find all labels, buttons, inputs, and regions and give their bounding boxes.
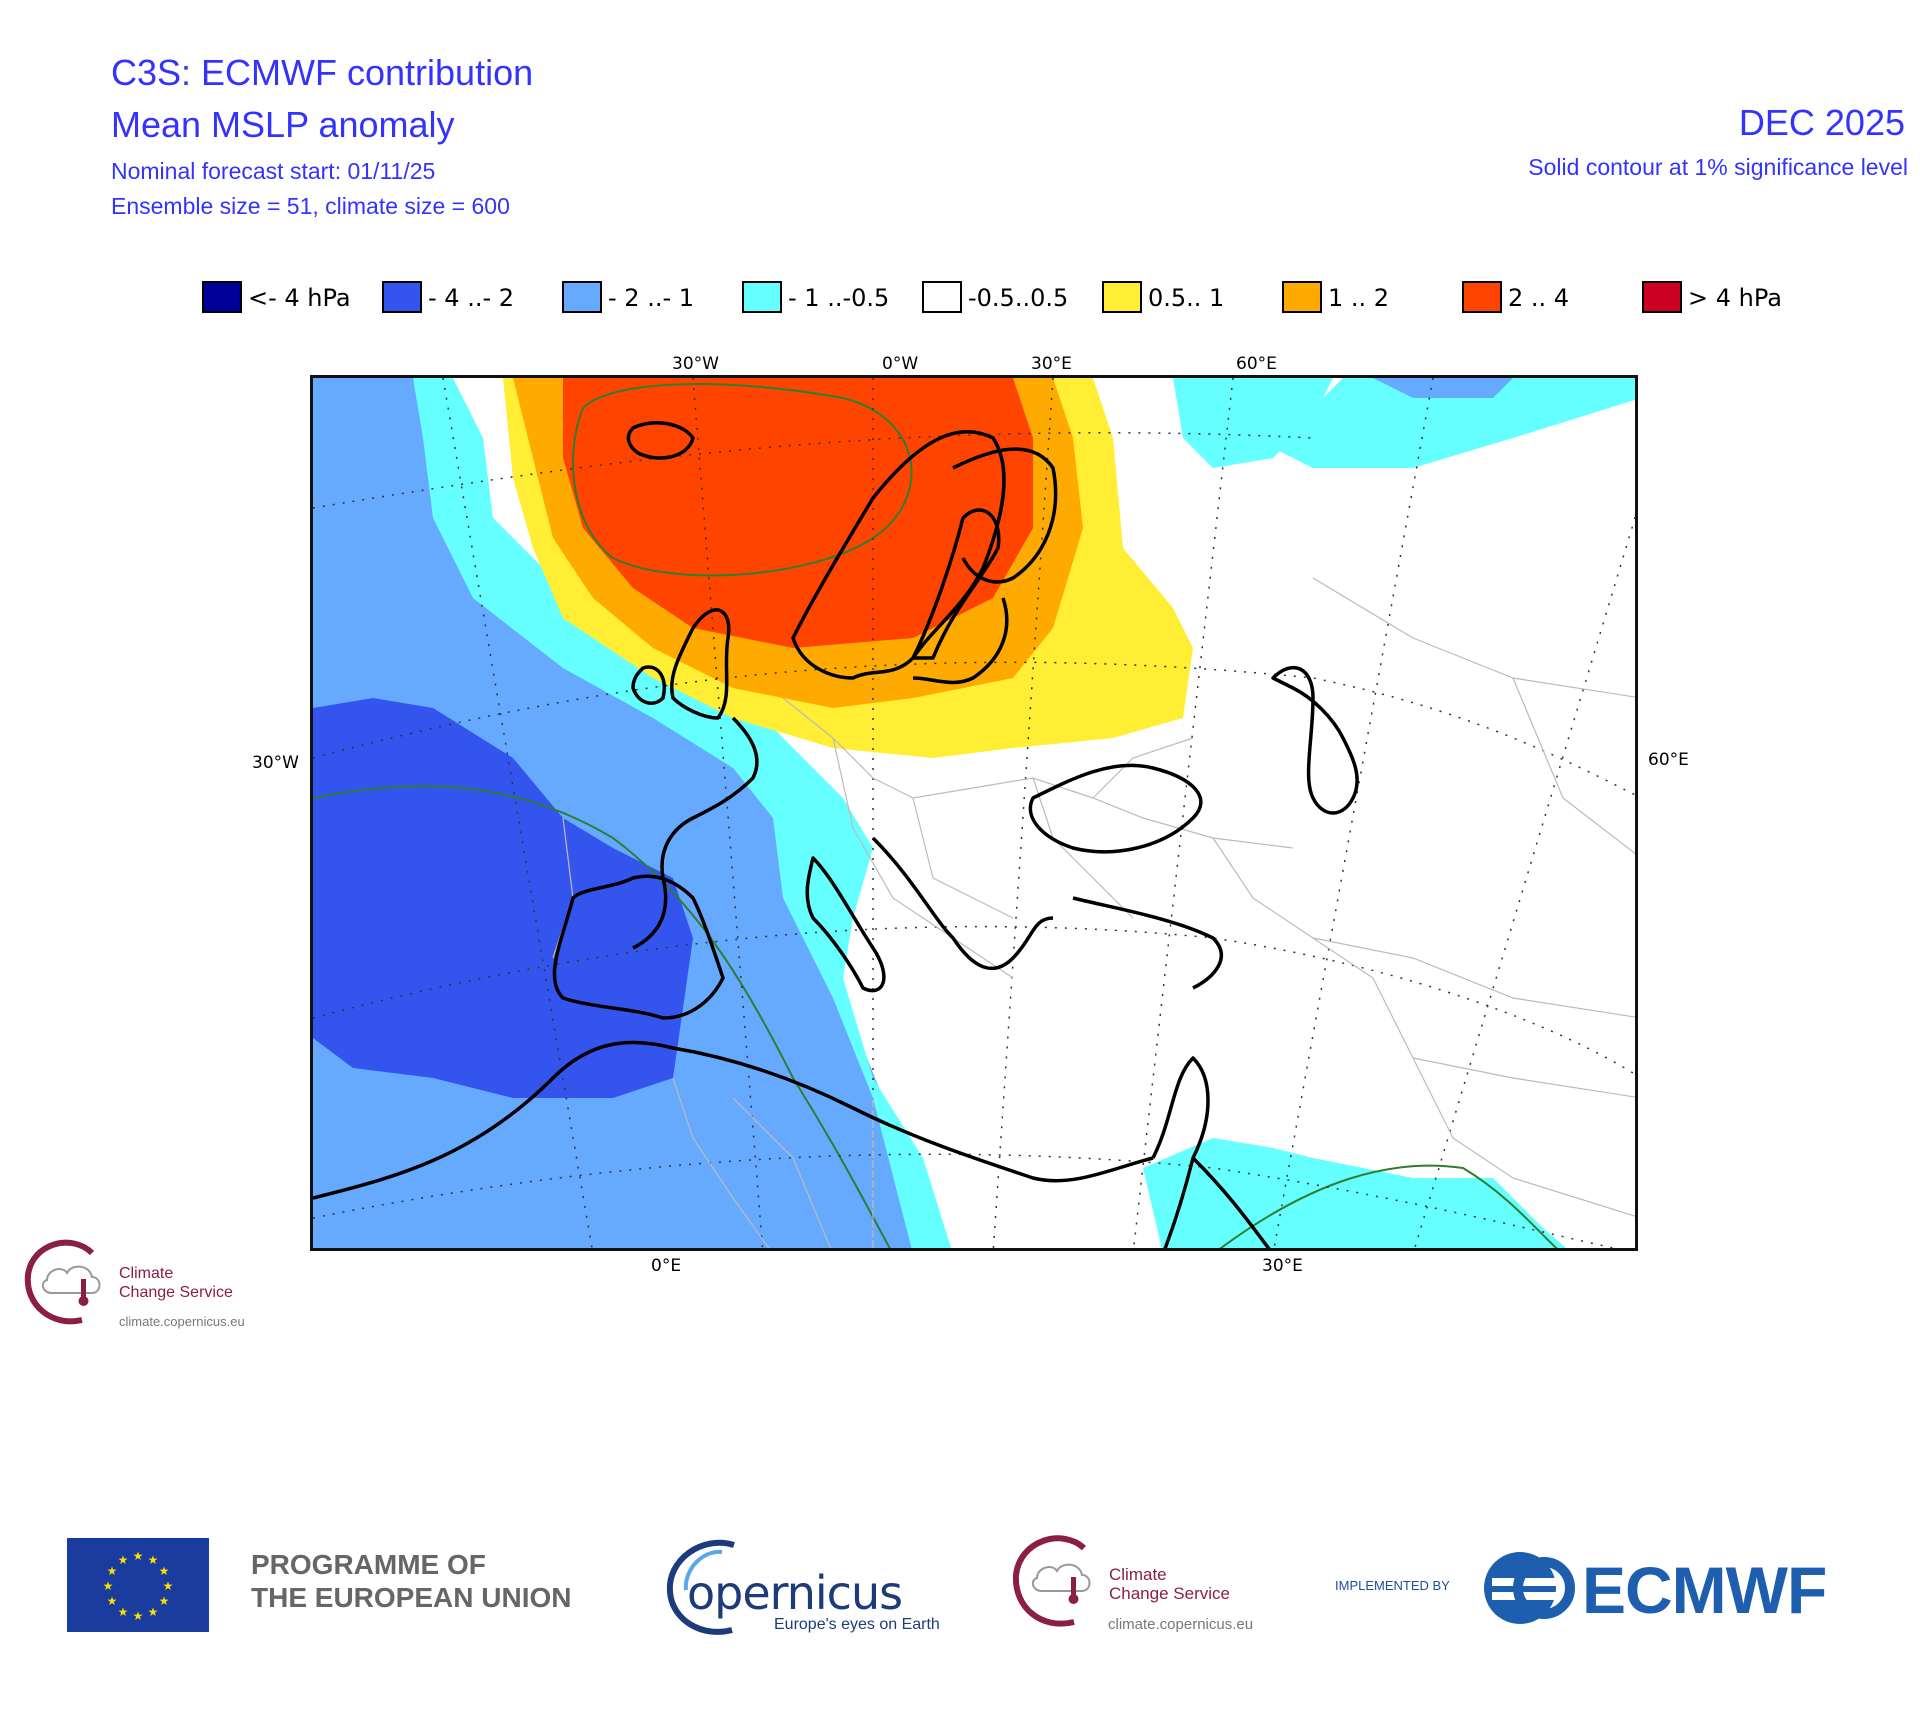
svg-text:★: ★ <box>133 1549 144 1563</box>
legend-swatch <box>202 281 242 313</box>
c3s-small-url: climate.copernicus.eu <box>119 1314 245 1329</box>
eu-stars-icon: ★ ★★ ★★★ ★★★ ★★★ <box>103 1549 174 1623</box>
c3s-small-name: Climate Change Service <box>119 1265 233 1301</box>
anomaly-region-2-4 <box>563 378 1033 648</box>
svg-text:★: ★ <box>118 1553 129 1567</box>
ecmwf-logo: ECMWF <box>1482 1550 1882 1627</box>
copernicus-c-icon <box>666 1539 735 1635</box>
ecmwf-wordmark: ECMWF <box>1582 1553 1827 1627</box>
map-title: C3S: ECMWF contribution <box>111 52 534 93</box>
legend-label: - 1 ..-0.5 <box>788 284 890 312</box>
anomaly-region-ne-blue <box>1373 378 1513 398</box>
significance-note: Solid contour at 1% significance level <box>1528 154 1908 180</box>
tick-top-60e: 60°E <box>1236 354 1277 374</box>
tick-right-60e: 60°E <box>1648 750 1689 770</box>
anomaly-region-ne-cyan <box>1173 378 1333 468</box>
tick-top-30e: 30°E <box>1031 354 1072 374</box>
color-legend: <- 4 hPa - 4 ..- 2 - 2 ..- 1 - 1 ..-0.5 … <box>202 281 1802 315</box>
ensemble-info: Ensemble size = 51, climate size = 600 <box>111 193 510 219</box>
c3s-footer-icon <box>1012 1535 1091 1627</box>
legend-label: - 4 ..- 2 <box>428 284 515 312</box>
svg-text:★: ★ <box>159 1564 170 1578</box>
forecast-start: Nominal forecast start: 01/11/25 <box>111 158 436 184</box>
copernicus-logo: opernicus Europe's eyes on Earth <box>662 1530 942 1640</box>
eu-programme-text: PROGRAMME OF THE EUROPEAN UNION <box>251 1549 572 1613</box>
tick-top-0w: 0°W <box>882 354 919 374</box>
c3s-logo-icon <box>24 1239 101 1325</box>
legend-swatch <box>1282 281 1322 313</box>
legend-swatch <box>1642 281 1682 313</box>
map-canvas <box>313 378 1635 1248</box>
tick-bottom-0e: 0°E <box>651 1256 682 1276</box>
legend-label: 0.5.. 1 <box>1148 284 1225 312</box>
coastlines <box>313 421 1359 1248</box>
c3s-footer-url: climate.copernicus.eu <box>1108 1616 1254 1633</box>
c3s-logo-small: Climate Change Service climate.copernicu… <box>22 1235 282 1335</box>
implemented-by-label: IMPLEMENTED BY <box>1335 1578 1450 1593</box>
legend-swatch <box>1102 281 1142 313</box>
svg-text:★: ★ <box>103 1579 114 1593</box>
svg-text:★: ★ <box>118 1605 129 1619</box>
legend-label: 1 .. 2 <box>1328 284 1390 312</box>
legend-swatch <box>1462 281 1502 313</box>
valid-month: DEC 2025 <box>1738 102 1905 143</box>
svg-text:★: ★ <box>148 1605 159 1619</box>
svg-text:★: ★ <box>159 1594 170 1608</box>
anomaly-region-minus4-minus2 <box>313 698 693 1098</box>
map-subtitle: Mean MSLP anomaly <box>111 104 455 145</box>
ecmwf-icon <box>1484 1552 1575 1624</box>
partner-logos: ★ ★ ★ ★ ★ ★ ★ ★ ★ ★ ★ ★ PROGRAMME OF THE EUROPEA… <box>0 1530 1920 1650</box>
svg-text:★: ★ <box>107 1594 118 1608</box>
svg-text:★: ★ <box>163 1579 174 1593</box>
c3s-logo-footer: Climate Change Service climate.copernicu… <box>1012 1530 1272 1640</box>
tick-left-30w: 30°W <box>252 753 299 773</box>
legend-label: -0.5..0.5 <box>968 284 1069 312</box>
anomaly-map <box>310 375 1638 1251</box>
legend-label: > 4 hPa <box>1688 284 1782 312</box>
legend-swatch <box>922 281 962 313</box>
svg-text:★: ★ <box>133 1609 144 1623</box>
legend-label: 2 .. 4 <box>1508 284 1570 312</box>
legend-swatch <box>382 281 422 313</box>
legend-label: - 2 ..- 1 <box>608 284 695 312</box>
tick-bottom-30e: 30°E <box>1262 1256 1303 1276</box>
svg-text:★: ★ <box>148 1553 159 1567</box>
svg-text:★: ★ <box>107 1564 118 1578</box>
country-borders <box>552 577 1635 1248</box>
anomaly-region-ne-cyan-2 <box>1273 378 1635 468</box>
legend-swatch <box>562 281 602 313</box>
c3s-footer-name: Climate Change Service <box>1109 1565 1230 1603</box>
eu-flag-logo: ★ ★ ★ ★ ★ ★ ★ ★ ★ ★ ★ ★ <box>67 1538 209 1632</box>
legend-label: <- 4 hPa <box>248 284 351 312</box>
legend-swatch <box>742 281 782 313</box>
tick-top-30w: 30°W <box>672 354 719 374</box>
copernicus-tagline: Europe's eyes on Earth <box>774 1616 940 1633</box>
significance-contour-west <box>313 785 891 1248</box>
significance-contour-north <box>572 383 913 577</box>
anomaly-region-minus1-minus05 <box>413 378 952 1248</box>
copernicus-wordmark: opernicus <box>687 1566 903 1620</box>
significance-contour-east <box>1219 1164 1558 1248</box>
